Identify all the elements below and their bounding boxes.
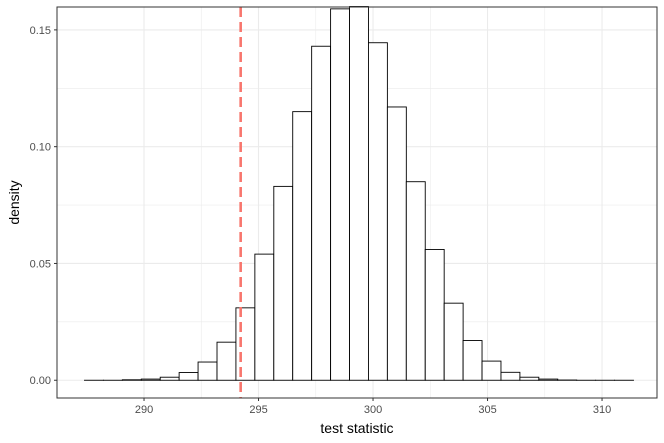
histogram-bar bbox=[538, 378, 559, 381]
histogram-bars bbox=[84, 6, 634, 381]
histogram-bar bbox=[443, 302, 464, 381]
x-tick-label: 310 bbox=[593, 404, 611, 416]
panel-border bbox=[56, 6, 658, 399]
histogram-bar bbox=[254, 253, 275, 381]
histogram-bar bbox=[519, 376, 540, 381]
y-tick-label: 0.05 bbox=[30, 258, 51, 270]
y-axis-title: density bbox=[6, 180, 22, 224]
histogram-bar bbox=[462, 340, 483, 381]
x-tick-label: 295 bbox=[249, 404, 267, 416]
histogram-bar bbox=[500, 371, 521, 381]
y-tick-label: 0.10 bbox=[30, 142, 51, 154]
histogram-bar bbox=[216, 341, 237, 381]
histogram-bar bbox=[349, 6, 369, 381]
y-tick-label: 0.15 bbox=[30, 25, 51, 37]
histogram-bar bbox=[273, 185, 294, 381]
histogram-bar bbox=[159, 376, 180, 381]
histogram-bar bbox=[368, 42, 388, 381]
y-tick-label: 0.00 bbox=[30, 375, 51, 387]
histogram-bar bbox=[235, 307, 256, 381]
x-axis-title: test statistic bbox=[320, 420, 393, 436]
x-axis-ticks: 290 295 300 305 310 bbox=[135, 398, 611, 416]
histogram-bar bbox=[292, 111, 313, 381]
histogram-bar bbox=[197, 361, 218, 381]
x-tick-label: 300 bbox=[364, 404, 382, 416]
histogram-bar bbox=[386, 106, 407, 381]
x-tick-label: 305 bbox=[478, 404, 496, 416]
histogram-bar bbox=[405, 181, 426, 381]
histogram-bar bbox=[140, 378, 161, 381]
histogram-bar bbox=[330, 8, 350, 381]
histogram-bar bbox=[178, 372, 199, 381]
x-tick-label: 290 bbox=[135, 404, 153, 416]
histogram-bar bbox=[481, 360, 502, 381]
y-axis-ticks: 0.00 0.05 0.10 0.15 bbox=[30, 25, 57, 387]
histogram-bar bbox=[424, 248, 445, 381]
histogram-bar bbox=[311, 45, 332, 381]
